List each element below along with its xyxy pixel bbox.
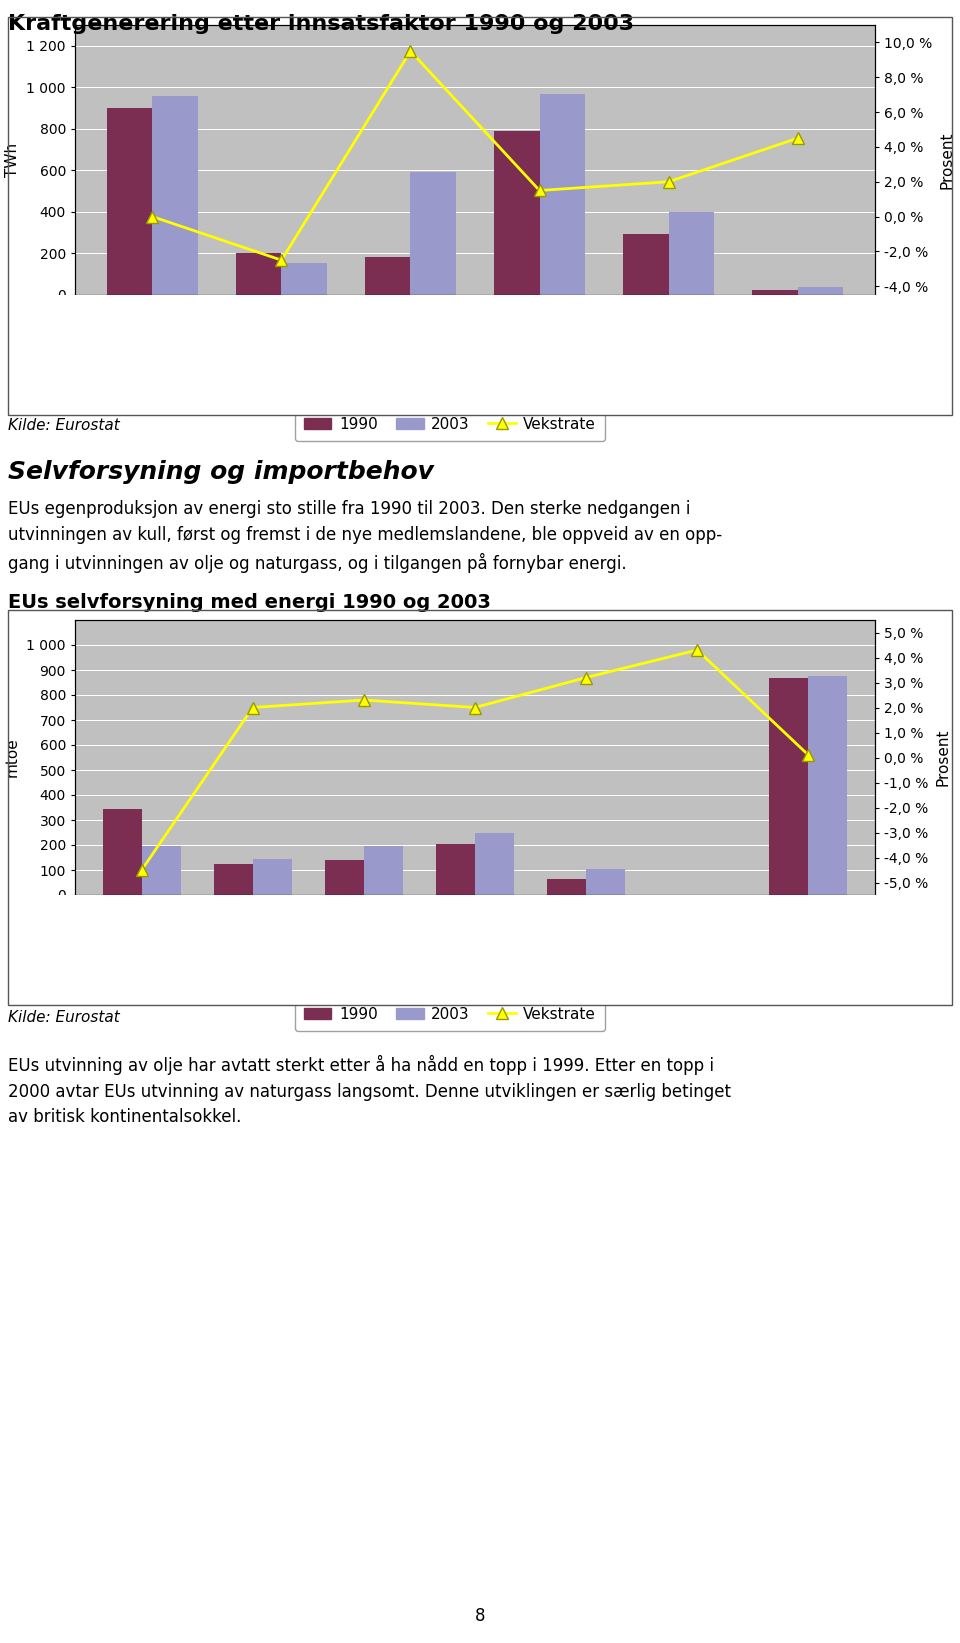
Bar	[236, 253, 281, 296]
Bar	[494, 131, 540, 296]
Text: Kilde: Eurostat: Kilde: Eurostat	[8, 1010, 120, 1025]
Bar	[475, 833, 514, 895]
Bar	[808, 677, 848, 895]
Text: 8: 8	[475, 1607, 485, 1625]
Bar	[103, 808, 142, 895]
Bar	[252, 859, 292, 895]
Bar	[770, 677, 808, 895]
Bar	[547, 879, 587, 895]
Text: Kraftgenerering etter innsatsfaktor 1990 og 2003: Kraftgenerering etter innsatsfaktor 1990…	[8, 15, 635, 35]
Bar	[623, 233, 668, 296]
Legend: 1990, 2003, Vekstrate: 1990, 2003, Vekstrate	[295, 997, 606, 1030]
Bar	[753, 289, 798, 296]
Bar	[214, 864, 252, 895]
Bar	[587, 869, 625, 895]
Bar	[153, 95, 198, 296]
Bar	[668, 212, 713, 296]
Y-axis label: TWh: TWh	[5, 143, 19, 177]
Text: EUs egenproduksjon av energi sto stille fra 1990 til 2003. Den sterke nedgangen : EUs egenproduksjon av energi sto stille …	[8, 499, 722, 573]
Bar	[142, 846, 180, 895]
Text: Selvforsyning og importbehov: Selvforsyning og importbehov	[8, 460, 434, 485]
Text: Kilde: Eurostat: Kilde: Eurostat	[8, 417, 120, 434]
Text: EUs selvforsyning med energi 1990 og 2003: EUs selvforsyning med energi 1990 og 200…	[8, 593, 491, 611]
Bar	[540, 94, 585, 296]
Bar	[281, 263, 326, 296]
Bar	[108, 108, 153, 296]
Bar	[364, 846, 403, 895]
Legend: 1990, 2003, Vekstrate: 1990, 2003, Vekstrate	[295, 407, 606, 440]
Bar	[366, 256, 411, 296]
Bar	[325, 859, 364, 895]
Y-axis label: mtoe: mtoe	[5, 738, 19, 777]
Bar	[436, 845, 475, 895]
Bar	[798, 286, 843, 296]
Text: EUs utvinning av olje har avtatt sterkt etter å ha nådd en topp i 1999. Etter en: EUs utvinning av olje har avtatt sterkt …	[8, 1055, 731, 1127]
Y-axis label: Prosent: Prosent	[939, 131, 954, 189]
Y-axis label: Prosent: Prosent	[935, 729, 950, 787]
Bar	[411, 173, 456, 296]
